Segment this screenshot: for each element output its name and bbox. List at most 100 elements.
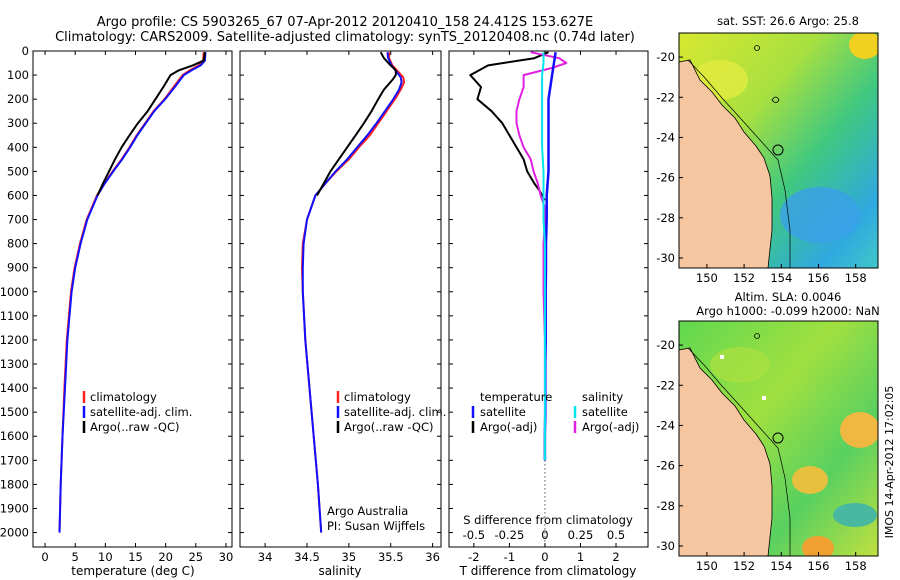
series-line-satellite-adj (58, 52, 207, 533)
map-y-tick-label: -24 (656, 130, 675, 144)
pi-label: PI: Susan Wijffels (327, 519, 425, 533)
x-tick-label: 30 (219, 550, 234, 564)
legend-argo: Argo(..raw -QC) (344, 420, 434, 434)
x-tick-label: 36 (425, 550, 440, 564)
island-icon (754, 333, 760, 339)
sla-map-ticks: 150 152 154 156 158 -20 -22 -24 -26 -28 -30 (656, 338, 866, 573)
t-difference-xlabel: T difference from climatology (459, 564, 637, 578)
sla-high-patch (802, 536, 834, 556)
argo-australia-label: Argo Australia (327, 504, 408, 518)
map-y-tick-label: -22 (656, 90, 675, 104)
y-tick-label: 200 (7, 92, 29, 106)
legend-t-satellite: satellite (480, 405, 526, 419)
sla-high-patch (710, 347, 770, 383)
x-tick-label: 25 (188, 550, 203, 564)
s-diff-tick-label: -0.5 (463, 528, 485, 542)
series-line-argo (316, 51, 397, 196)
x-tick-label: 1 (577, 550, 584, 564)
sst-map-frame (678, 32, 879, 269)
y-tick-label: 900 (7, 261, 29, 275)
salinity-legend: climatology satellite-adj. clim. Argo(..… (327, 390, 446, 533)
series-line-climatology (301, 52, 406, 533)
y-tick-label: 700 (7, 213, 29, 227)
sla-high-patch (840, 412, 878, 448)
legend-satellite-adj: satellite-adj. clim. (344, 405, 446, 419)
temperature-legend: climatology satellite-adj. clim. Argo(..… (82, 390, 192, 434)
sla-map-title-line1: Altim. SLA: 0.0046 (735, 290, 842, 304)
y-tick-label: 1500 (0, 405, 29, 419)
legend-climatology: climatology (90, 390, 157, 404)
y-tick-label: 2000 (0, 526, 29, 540)
salinity-panel-frame (239, 50, 442, 548)
x-tick-label: 5 (72, 550, 79, 564)
figure-title-line1: Argo profile: CS 5903265_67 07-Apr-2012 … (97, 15, 593, 30)
australia-coast (679, 59, 773, 268)
series-line-s-satellite (541, 52, 546, 461)
map-y-tick-label: -22 (656, 378, 675, 392)
difference-plot: -2 -1 0 1 2 -0.5 -0.25 0 0.25 0.5 (449, 50, 648, 564)
map-y-tick-label: -28 (656, 499, 675, 513)
s-difference-xlabel: S difference from climatology (463, 513, 633, 527)
map-y-tick-label: -30 (656, 539, 675, 553)
legend-salinity-heading: salinity (582, 390, 623, 404)
difference-legend: temperature satellite Argo(-adj) salinit… (471, 390, 639, 434)
series-line-satellite-adj (301, 52, 403, 533)
figure-title-line2: Climatology: CARS2009. Satellite-adjuste… (55, 30, 635, 45)
map-x-tick-label: 156 (808, 559, 830, 573)
x-tick-label: 0 (41, 550, 48, 564)
series-line-climatology (58, 52, 205, 533)
y-tick-label: 1100 (0, 309, 29, 323)
sst-map-title: sat. SST: 26.6 Argo: 25.8 (717, 14, 859, 28)
y-tick-label: 500 (7, 164, 29, 178)
island-icon (754, 45, 760, 51)
temperature-panel-frame (32, 50, 233, 548)
sst-warm-patch (849, 33, 878, 59)
x-tick-label: 34.5 (294, 550, 320, 564)
y-tick-label: 1800 (0, 477, 29, 491)
y-tick-label: 1200 (0, 333, 29, 347)
argo-position-marker (772, 432, 784, 444)
y-tick-label: 1400 (0, 381, 29, 395)
x-tick-label: -2 (468, 550, 479, 564)
map-x-tick-label: 158 (845, 271, 867, 285)
sla-low-patch (833, 503, 877, 527)
legend-s-argo: Argo(-adj) (582, 420, 639, 434)
sla-map-frame (678, 320, 879, 557)
legend-argo: Argo(..raw -QC) (90, 420, 180, 434)
map-y-tick-label: -28 (656, 211, 675, 225)
map-y-tick-label: -30 (656, 251, 675, 265)
x-tick-label: -1 (504, 550, 515, 564)
legend-s-satellite: satellite (582, 405, 628, 419)
y-tick-label: 0 (22, 44, 29, 58)
x-tick-label: 10 (98, 550, 113, 564)
map-x-tick-label: 150 (696, 559, 718, 573)
shelf-contour (687, 59, 791, 268)
series-line-argo (96, 52, 206, 196)
series-line-t-argo (469, 51, 549, 201)
legend-t-argo: Argo(-adj) (480, 420, 537, 434)
s-diff-tick-label: 0.5 (607, 528, 625, 542)
map-x-tick-label: 150 (696, 271, 718, 285)
y-tick-label: 1000 (0, 285, 29, 299)
shelf-contour (687, 347, 791, 556)
y-tick-label: 1700 (0, 453, 29, 467)
s-diff-tick-label: 0.25 (568, 528, 594, 542)
x-tick-label: 20 (158, 550, 173, 564)
map-y-tick-label: -24 (656, 418, 675, 432)
y-tick-label: 1600 (0, 429, 29, 443)
missing-data-marker (762, 396, 766, 400)
y-tick-label: 400 (7, 140, 29, 154)
map-y-tick-label: -26 (656, 171, 675, 185)
sla-map (679, 321, 878, 556)
legend-temperature-heading: temperature (480, 390, 552, 404)
sst-cool-patch (780, 187, 860, 243)
s-diff-tick-label: 0 (541, 528, 548, 542)
x-tick-label: 15 (128, 550, 143, 564)
map-y-tick-label: -20 (656, 338, 675, 352)
argo-position-marker (772, 144, 784, 156)
legend-climatology: climatology (344, 390, 411, 404)
x-tick-label: 2 (612, 550, 619, 564)
sst-map-ticks: 150 152 154 156 158 -20 -22 -24 -26 -28 -30 (656, 50, 866, 285)
y-tick-label: 1900 (0, 501, 29, 515)
map-y-tick-label: -20 (656, 50, 675, 64)
